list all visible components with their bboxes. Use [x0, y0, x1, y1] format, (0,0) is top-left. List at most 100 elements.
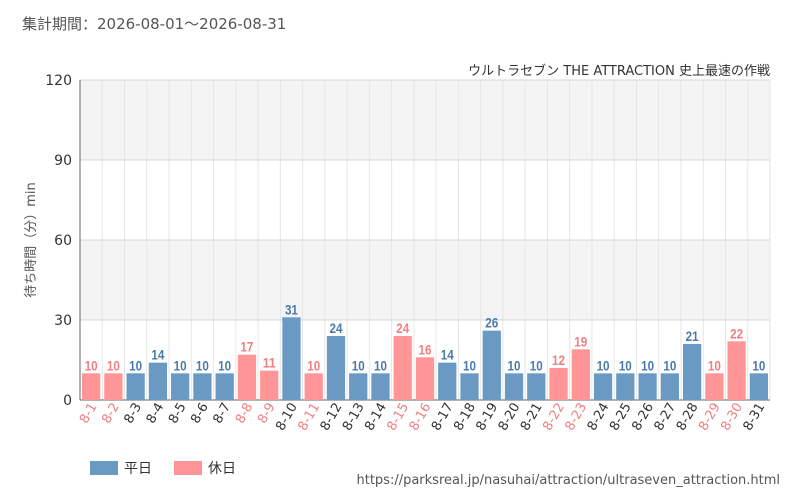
bar-value-label: 21	[686, 328, 699, 344]
bar-value-label: 10	[597, 357, 610, 373]
bar-value-label: 12	[552, 352, 565, 368]
grid-band	[80, 80, 770, 160]
bar-8-20	[504, 373, 524, 400]
x-tick-label: 8-10	[273, 401, 301, 434]
bar-8-12	[326, 336, 346, 400]
bar-value-label: 10	[174, 357, 187, 373]
bar-8-6	[193, 373, 212, 400]
bar-value-label: 11	[263, 355, 276, 371]
bar-value-label: 14	[441, 347, 454, 363]
grid-band	[80, 240, 770, 320]
bar-value-label: 10	[752, 357, 765, 373]
bar-8-15	[393, 336, 412, 400]
x-tick-label: 8-6	[188, 401, 212, 427]
x-tick-label: 8-30	[718, 401, 746, 434]
bar-8-10	[282, 317, 301, 400]
bar-value-label: 10	[196, 357, 209, 373]
source-url: https://parksreal.jp/nasuhai/attraction/…	[356, 473, 780, 488]
legend-label-holiday: 休日	[208, 461, 236, 477]
bar-value-label: 10	[352, 357, 365, 373]
bar-value-label: 10	[85, 357, 98, 373]
bar-8-4	[148, 362, 168, 400]
bar-8-28	[682, 344, 702, 400]
x-tick-label: 8-25	[607, 401, 635, 434]
x-tick-label: 8-23	[563, 401, 591, 434]
bar-value-label: 10	[619, 357, 632, 373]
legend-item-holiday: 休日	[174, 458, 236, 478]
x-tick-label: 8-8	[233, 401, 257, 427]
y-tick-label: 60	[54, 233, 72, 249]
bar-8-24	[593, 373, 613, 400]
bar-8-19	[482, 330, 501, 400]
bar-8-31	[749, 373, 768, 400]
bar-value-label: 10	[641, 357, 654, 373]
x-tick-label: 8-28	[674, 401, 702, 434]
y-tick-label: 90	[54, 153, 72, 169]
legend-swatch-weekday	[90, 461, 118, 475]
x-tick-label: 8-7	[211, 401, 235, 427]
bar-value-label: 10	[530, 357, 543, 373]
x-tick-label: 8-5	[166, 401, 190, 427]
x-tick-label: 8-3	[122, 401, 146, 427]
legend-label-weekday: 平日	[124, 461, 152, 477]
bar-value-label: 26	[485, 315, 498, 331]
x-tick-label: 8-17	[429, 401, 457, 434]
bar-value-label: 16	[419, 341, 432, 357]
x-tick-label: 8-22	[540, 401, 568, 434]
bar-value-label: 24	[396, 320, 409, 336]
chart-legend: 平日 休日	[90, 458, 258, 478]
bar-8-23	[571, 349, 590, 400]
bar-8-8	[237, 354, 257, 400]
y-tick-label: 30	[54, 313, 72, 329]
x-tick-label: 8-27	[652, 401, 680, 434]
bar-value-label: 10	[508, 357, 521, 373]
bar-8-1	[82, 373, 101, 400]
bar-value-label: 17	[240, 339, 253, 355]
bar-value-label: 10	[129, 357, 142, 373]
bar-value-label: 10	[708, 357, 721, 373]
bar-8-21	[527, 373, 546, 400]
grid-band	[80, 160, 770, 240]
bar-8-11	[304, 373, 323, 400]
x-tick-label: 8-12	[318, 401, 346, 434]
bar-8-14	[371, 373, 390, 400]
x-tick-label: 8-13	[340, 401, 368, 434]
bar-8-17	[438, 362, 457, 400]
y-tick-label: 120	[45, 73, 72, 89]
x-tick-label: 8-20	[496, 401, 524, 434]
bar-value-label: 10	[218, 357, 231, 373]
x-tick-label: 8-21	[518, 401, 546, 434]
x-tick-label: 8-14	[362, 401, 390, 434]
bar-8-29	[705, 373, 724, 400]
chart-title: ウルトラセブン THE ATTRACTION 史上最速の作戦	[468, 64, 770, 79]
x-tick-label: 8-15	[384, 401, 412, 434]
x-tick-label: 8-26	[629, 401, 657, 434]
bar-8-26	[638, 373, 657, 400]
bar-value-label: 10	[307, 357, 320, 373]
y-tick-label: 0	[63, 393, 72, 409]
x-tick-label: 8-16	[407, 401, 435, 434]
bar-value-label: 24	[329, 320, 342, 336]
bar-8-16	[415, 357, 435, 400]
bar-8-3	[126, 373, 145, 400]
bar-8-13	[349, 373, 368, 400]
bar-8-7	[215, 373, 234, 400]
legend-swatch-holiday	[174, 461, 202, 475]
x-tick-label: 8-2	[99, 401, 123, 427]
legend-item-weekday: 平日	[90, 458, 152, 478]
y-axis-title: 待ち時間（分）min	[24, 182, 39, 298]
bar-value-label: 22	[730, 325, 743, 341]
bar-value-label: 10	[374, 357, 387, 373]
bar-8-22	[549, 368, 568, 400]
bar-value-label: 10	[663, 357, 676, 373]
period-label: 集計期間：2026-08-01～2026-08-31	[22, 15, 287, 33]
x-tick-label: 8-4	[144, 401, 168, 427]
bar-8-25	[616, 373, 635, 400]
x-tick-label: 8-31	[741, 401, 769, 434]
bar-value-label: 14	[151, 347, 164, 363]
bar-8-9	[260, 370, 279, 400]
bar-value-label: 10	[463, 357, 476, 373]
bar-value-label: 10	[107, 357, 120, 373]
bar-value-label: 19	[574, 333, 587, 349]
